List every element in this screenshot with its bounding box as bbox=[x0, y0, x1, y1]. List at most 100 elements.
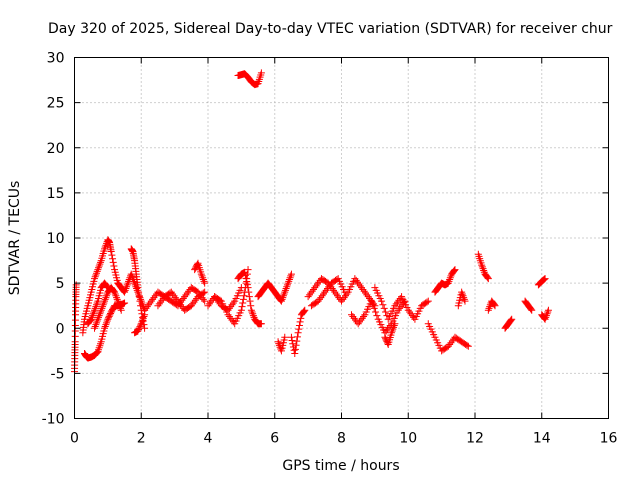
data-point bbox=[286, 274, 294, 282]
data-point bbox=[331, 288, 339, 296]
data-point bbox=[391, 302, 399, 310]
data-point bbox=[367, 296, 375, 304]
data-point bbox=[207, 298, 215, 306]
data-point bbox=[248, 308, 256, 316]
data-point bbox=[239, 295, 247, 303]
data-point bbox=[463, 341, 471, 349]
data-point bbox=[461, 297, 469, 305]
data-point bbox=[484, 275, 492, 283]
data-point bbox=[249, 310, 257, 318]
data-point bbox=[212, 294, 220, 302]
x-tick-label: 0 bbox=[70, 431, 79, 447]
data-point bbox=[485, 304, 493, 312]
x-tick-label: 2 bbox=[137, 431, 146, 447]
data-point bbox=[89, 312, 97, 320]
data-point bbox=[101, 324, 109, 332]
data-point bbox=[299, 308, 307, 316]
data-point bbox=[143, 303, 151, 311]
data-point bbox=[478, 263, 486, 271]
data-point bbox=[446, 340, 454, 348]
y-tick-label: 0 bbox=[56, 321, 65, 337]
data-point bbox=[106, 311, 114, 319]
data-point bbox=[446, 276, 454, 284]
data-point bbox=[356, 318, 364, 326]
data-point bbox=[541, 275, 549, 283]
data-point bbox=[97, 308, 105, 316]
data-point bbox=[167, 288, 175, 296]
data-point bbox=[197, 270, 205, 278]
y-tick-label: 10 bbox=[47, 231, 65, 247]
data-point bbox=[285, 276, 293, 284]
data-point bbox=[540, 275, 548, 283]
data-point bbox=[369, 301, 377, 309]
data-point bbox=[183, 289, 191, 297]
data-point bbox=[388, 329, 396, 337]
data-point bbox=[173, 295, 181, 303]
data-point bbox=[293, 337, 301, 345]
data-point bbox=[247, 306, 255, 314]
data-point bbox=[134, 327, 142, 335]
data-point bbox=[117, 304, 125, 312]
data-point bbox=[294, 329, 302, 337]
data-point bbox=[479, 265, 487, 273]
data-point bbox=[204, 302, 212, 310]
data-point bbox=[544, 306, 552, 314]
data-point bbox=[281, 333, 289, 341]
data-point bbox=[277, 345, 285, 353]
data-point bbox=[133, 285, 141, 293]
x-tick-label: 16 bbox=[600, 431, 618, 447]
y-tick-label: 20 bbox=[47, 141, 65, 157]
data-point bbox=[228, 316, 236, 324]
data-point bbox=[91, 273, 99, 281]
data-point bbox=[92, 303, 100, 311]
data-point bbox=[478, 261, 486, 269]
data-point bbox=[95, 262, 103, 270]
data-point bbox=[542, 313, 550, 321]
data-point bbox=[200, 277, 208, 285]
data-point bbox=[146, 299, 154, 307]
data-point bbox=[315, 278, 323, 286]
data-point bbox=[317, 294, 325, 302]
data-point bbox=[354, 278, 362, 286]
data-point bbox=[542, 312, 550, 320]
data-point bbox=[103, 317, 111, 325]
data-point bbox=[100, 299, 108, 307]
data-point bbox=[391, 320, 399, 328]
data-point bbox=[290, 346, 298, 354]
data-point bbox=[199, 274, 207, 282]
data-point bbox=[373, 312, 381, 320]
data-point bbox=[95, 313, 103, 321]
data-point bbox=[93, 319, 101, 327]
data-point bbox=[93, 267, 101, 275]
data-point bbox=[382, 327, 390, 335]
data-point bbox=[181, 293, 189, 301]
data-point bbox=[140, 313, 148, 321]
data-point bbox=[187, 302, 195, 310]
data-point bbox=[185, 287, 193, 295]
data-point bbox=[93, 317, 101, 325]
data-point bbox=[90, 308, 98, 316]
data-point bbox=[101, 295, 109, 303]
data-point bbox=[92, 271, 100, 279]
data-point bbox=[136, 323, 144, 331]
data-point bbox=[86, 317, 94, 325]
y-tick-label: 15 bbox=[47, 186, 65, 202]
data-point bbox=[350, 314, 358, 322]
data-point bbox=[228, 301, 236, 309]
data-point bbox=[147, 297, 155, 305]
data-point bbox=[123, 281, 131, 289]
data-point bbox=[450, 266, 458, 274]
data-point bbox=[237, 284, 245, 292]
data-point bbox=[507, 316, 515, 324]
data-point bbox=[92, 321, 100, 329]
data-point bbox=[360, 313, 368, 321]
data-point bbox=[109, 255, 117, 263]
data-point bbox=[139, 316, 147, 324]
data-point bbox=[540, 276, 548, 284]
data-point bbox=[103, 292, 111, 300]
data-point bbox=[142, 304, 150, 312]
data-point bbox=[388, 327, 396, 335]
data-point bbox=[135, 324, 143, 332]
data-point bbox=[87, 315, 95, 323]
data-points bbox=[71, 69, 552, 376]
